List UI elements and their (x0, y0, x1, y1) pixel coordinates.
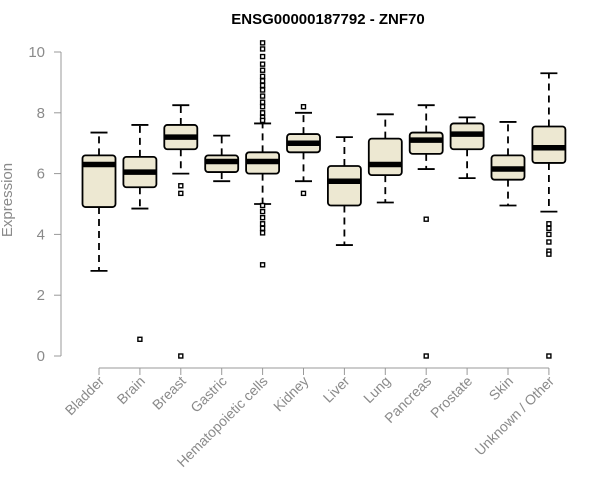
outlier-point (423, 353, 429, 359)
iqr-box (81, 154, 117, 208)
outlier-point (259, 214, 266, 221)
boxes-group (81, 40, 567, 359)
box-11 (531, 72, 567, 359)
outlier-point (259, 202, 266, 209)
x-tick-label: Skin (486, 373, 517, 404)
y-tick-label: 4 (37, 226, 45, 243)
box-2 (163, 104, 199, 359)
outlier-point (259, 117, 266, 124)
outlier-point (259, 208, 266, 215)
iqr-box (531, 125, 567, 164)
outlier-point (259, 40, 266, 46)
outlier-point (259, 230, 266, 236)
outlier-point (546, 221, 552, 227)
outlier-point (259, 46, 266, 52)
outlier-point (300, 104, 307, 110)
y-tick-label: 2 (37, 287, 45, 304)
x-tick-label: Lung (360, 373, 393, 406)
outlier-point (259, 93, 266, 99)
chart-title: ENSG00000187792 - ZNF70 (231, 11, 424, 28)
iqr-box (326, 165, 362, 207)
outlier-point (259, 82, 266, 89)
outlier-point (300, 190, 307, 197)
iqr-box (367, 137, 403, 177)
x-tick-label: Brain (114, 373, 148, 407)
outlier-point (259, 67, 266, 73)
outlier-point (259, 73, 266, 80)
box-8 (408, 104, 444, 359)
box-5 (286, 104, 321, 197)
y-tick-label: 8 (37, 105, 45, 122)
outlier-point (259, 99, 266, 105)
outlier-point (259, 53, 266, 60)
outlier-point (259, 225, 266, 232)
y-tick-label: 6 (37, 166, 45, 183)
x-tick-label: Liver (320, 373, 353, 406)
outlier-point (546, 225, 552, 232)
x-tick-label: Prostate (427, 373, 475, 421)
outlier-point (546, 239, 552, 245)
outlier-point (259, 221, 266, 227)
outlier-point (259, 110, 266, 116)
outlier-point (178, 190, 184, 197)
outlier-point (259, 78, 266, 84)
outlier-point (259, 61, 266, 67)
outlier-point (259, 262, 266, 268)
outlier-point (546, 231, 552, 238)
y-tick-label: 0 (37, 348, 45, 365)
outlier-point (546, 353, 552, 359)
outlier-point (259, 87, 266, 93)
x-tick-label: Breast (149, 373, 189, 413)
box-6 (326, 136, 362, 246)
outlier-point (259, 104, 266, 110)
x-tick-label: Kidney (270, 373, 312, 415)
box-3 (204, 134, 240, 183)
box-1 (122, 124, 158, 342)
y-axis-label: Expression (0, 163, 16, 237)
outlier-point (178, 353, 184, 359)
outlier-point (178, 183, 184, 189)
box-7 (367, 113, 403, 204)
outlier-point (546, 251, 552, 257)
box-9 (449, 116, 485, 180)
box-4 (245, 40, 281, 268)
outlier-point (423, 216, 429, 222)
outlier-point (137, 336, 143, 342)
box-10 (490, 121, 526, 207)
box-0 (81, 131, 117, 272)
y-tick-label: 10 (28, 44, 45, 61)
x-tick-label: Bladder (62, 373, 108, 419)
iqr-box (408, 131, 444, 155)
